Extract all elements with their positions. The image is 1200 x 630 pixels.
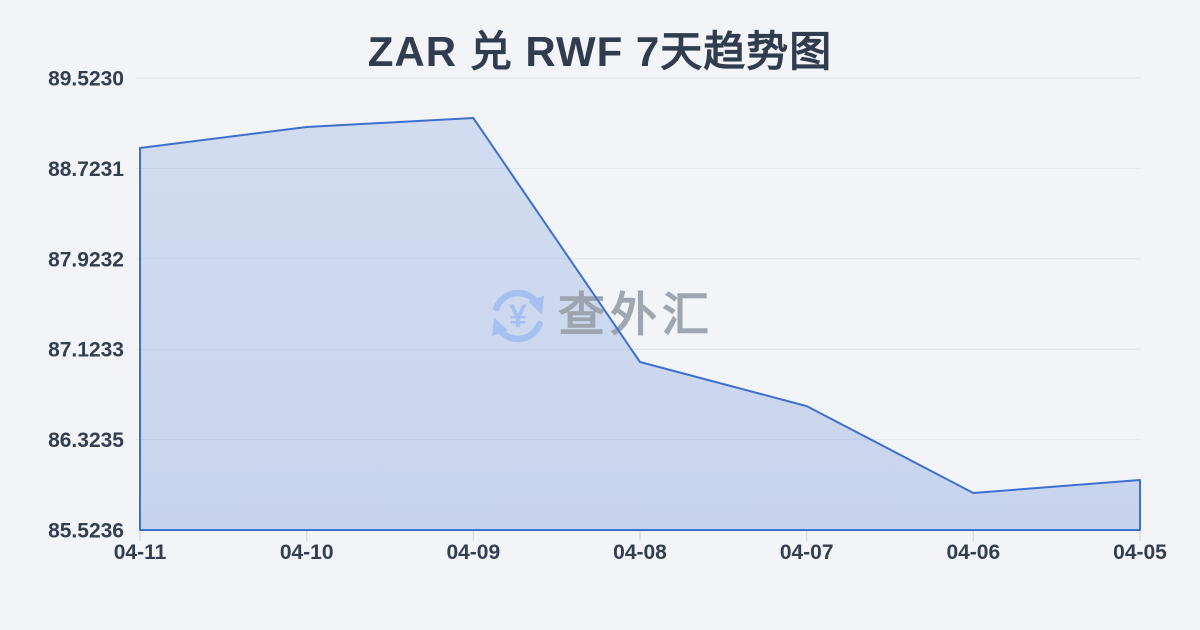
y-axis-labels: 89.5230 88.7231 87.9232 87.1233 86.3235 85.52… <box>48 68 124 543</box>
y-axis-label: 88.7231 <box>48 158 124 181</box>
chart-title: ZAR 兑 RWF 7天趋势图 <box>367 28 833 75</box>
y-axis-label: 85.5236 <box>48 520 124 543</box>
x-axis-label: 04-05 <box>1113 541 1167 564</box>
x-axis-label: 04-06 <box>946 541 1000 564</box>
y-axis-label: 86.3235 <box>48 429 124 452</box>
x-axis-labels: 04-11 04-10 04-09 04-08 04-07 04-06 04-05 <box>114 541 1167 564</box>
currency-exchange-icon: ¥ <box>491 289 545 343</box>
x-axis-label: 04-08 <box>613 541 667 564</box>
exchange-arrow-bottom <box>491 317 543 343</box>
x-axis-label: 04-10 <box>280 541 334 564</box>
area-fill <box>140 118 1140 530</box>
x-axis-label: 04-11 <box>114 541 167 564</box>
y-axis-label: 87.9232 <box>48 248 124 271</box>
x-axis-ticks <box>139 531 1141 541</box>
y-axis-label: 87.1233 <box>48 339 124 362</box>
y-axis-label: 89.5230 <box>48 68 124 91</box>
yuan-symbol-icon: ¥ <box>509 298 527 334</box>
exchange-arrow-top <box>493 289 545 315</box>
watermark: ¥ 查外汇 <box>491 288 714 343</box>
watermark-text: 查外汇 <box>558 288 714 341</box>
x-axis-label: 04-09 <box>446 541 500 564</box>
x-axis-label: 04-07 <box>780 541 834 564</box>
trend-line <box>139 117 1141 531</box>
